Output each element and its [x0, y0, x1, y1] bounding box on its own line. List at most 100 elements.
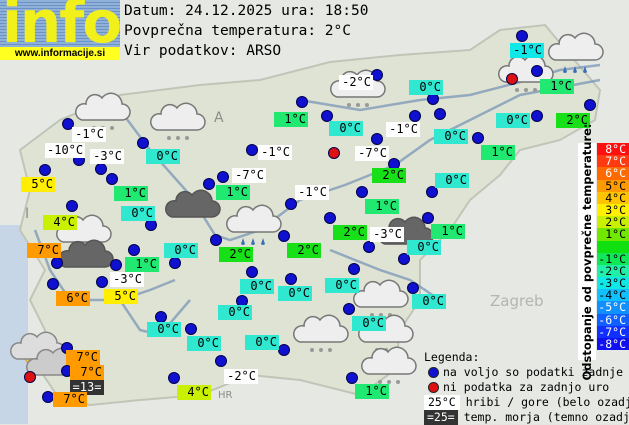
station-dot[interactable]: [279, 231, 289, 241]
station-dot[interactable]: [156, 312, 166, 322]
mountain-temperature-label: -7°C: [355, 146, 389, 161]
station-dot[interactable]: [410, 111, 420, 121]
station-dot[interactable]: [372, 134, 382, 144]
logo-url[interactable]: www.informacije.si: [0, 47, 120, 60]
legend-missing-text: ni podatka za zadnjo uro: [443, 380, 610, 394]
station-dot[interactable]: [146, 220, 156, 230]
station-temperature-label: -1°C: [510, 43, 544, 58]
data-source: Vir podatkov: ARSO: [124, 43, 282, 59]
station-dot[interactable]: [389, 159, 399, 169]
station-dot[interactable]: [204, 179, 214, 189]
station-dot[interactable]: [286, 199, 296, 209]
scale-title-box: Odstopanje od povprečne temperature:: [578, 123, 596, 380]
station-temperature-label: 7°C: [27, 243, 61, 258]
station-dot[interactable]: [427, 187, 437, 197]
station-dot[interactable]: [423, 213, 433, 223]
river-drava: [299, 63, 601, 112]
station-dot[interactable]: [63, 119, 73, 129]
cloud-rain-icon: [548, 32, 604, 74]
mountain-temperature-label: -2°C: [224, 369, 258, 384]
station-dot-missing[interactable]: [25, 372, 35, 382]
station-dot[interactable]: [138, 138, 148, 148]
station-dot[interactable]: [357, 187, 367, 197]
station-dot[interactable]: [325, 213, 335, 223]
station-dot-missing[interactable]: [507, 74, 517, 84]
station-temperature-label: 2°C: [287, 243, 321, 258]
station-dot[interactable]: [435, 109, 445, 119]
legend-mountain-sample: 25°C: [424, 395, 460, 410]
station-dot[interactable]: [279, 345, 289, 355]
station-dot[interactable]: [170, 258, 180, 268]
station-temperature-label: 0°C: [352, 316, 386, 331]
station-dot[interactable]: [52, 258, 62, 268]
station-dot[interactable]: [237, 296, 247, 306]
station-dot[interactable]: [211, 235, 221, 245]
scale-step: 1°C: [597, 228, 629, 241]
station-temperature-label: 1°C: [274, 112, 308, 127]
station-dot[interactable]: [247, 145, 257, 155]
station-dot[interactable]: [62, 366, 72, 376]
average-temperature: Povprečna temperatura: 2°C: [124, 23, 351, 39]
logo-word: info: [2, 0, 120, 56]
legend-sea-text: temp. morja (temno ozadje): [463, 410, 629, 424]
river-soca: [33, 229, 176, 302]
station-dot[interactable]: [372, 70, 382, 80]
mountain-temperature-label: -7°C: [232, 168, 266, 183]
station-dot[interactable]: [186, 324, 196, 334]
station-dot[interactable]: [247, 267, 257, 277]
station-dot[interactable]: [40, 165, 50, 175]
station-dot[interactable]: [517, 31, 527, 41]
cloud-snow-icon: [353, 279, 409, 317]
station-temperature-label: 0°C: [329, 121, 363, 136]
scale-step: -2°C: [597, 265, 629, 277]
station-temperature-label: 5°C: [104, 289, 138, 304]
scale-step: 6°C: [597, 167, 629, 180]
station-temperature-label: 1°C: [114, 186, 148, 201]
cloud-snow-icon: [293, 314, 349, 352]
station-dot[interactable]: [473, 133, 483, 143]
station-temperature-label: 2°C: [556, 113, 590, 128]
station-dot[interactable]: [532, 66, 542, 76]
station-dot[interactable]: [67, 201, 77, 211]
station-dot[interactable]: [97, 277, 107, 287]
station-dot[interactable]: [322, 111, 332, 121]
mountain-temperature-label: -3°C: [90, 149, 124, 164]
station-dot[interactable]: [96, 164, 106, 174]
station-dot[interactable]: [532, 111, 542, 121]
station-dot[interactable]: [169, 373, 179, 383]
mountain-temperature-label: -10°C: [45, 143, 86, 158]
date-line: Datum: 24.12.2025 ura: 18:50: [124, 3, 369, 19]
station-dot[interactable]: [364, 242, 374, 252]
station-dot[interactable]: [428, 94, 438, 104]
station-dot[interactable]: [216, 356, 226, 366]
station-dot[interactable]: [107, 174, 117, 184]
scale-step: 7°C: [597, 155, 629, 167]
station-dot[interactable]: [349, 264, 359, 274]
station-dot[interactable]: [111, 260, 121, 270]
station-dot[interactable]: [585, 100, 595, 110]
scale-step: 3°C: [597, 204, 629, 216]
legend-mountain-text: hribi / gore (belo ozadje): [465, 395, 629, 409]
mountain-temperature-label: -3°C: [370, 227, 404, 242]
mountain-temperature-label: -2°C: [339, 75, 373, 90]
cloud-snow-icon: [361, 346, 417, 384]
station-dot[interactable]: [344, 304, 354, 314]
station-dot[interactable]: [43, 392, 53, 402]
station-dot[interactable]: [347, 373, 357, 383]
logo[interactable]: info www.informacije.si: [0, 0, 120, 60]
station-dot-missing[interactable]: [329, 148, 339, 158]
station-dot[interactable]: [286, 274, 296, 284]
station-dot[interactable]: [297, 97, 307, 107]
station-dot[interactable]: [62, 343, 72, 353]
station-dot[interactable]: [408, 283, 418, 293]
station-dot[interactable]: [129, 245, 139, 255]
legend-ok-text: na voljo so podatki zadnje ure: [443, 365, 624, 379]
station-dot[interactable]: [399, 254, 409, 264]
station-dot[interactable]: [218, 172, 228, 182]
station-temperature-label: 0°C: [435, 173, 469, 188]
scale-step: -7°C: [597, 326, 629, 338]
station-temperature-label: 0°C: [278, 286, 312, 301]
station-dot[interactable]: [74, 155, 84, 165]
station-dot[interactable]: [48, 279, 58, 289]
scale-step: -8°C: [597, 338, 629, 350]
